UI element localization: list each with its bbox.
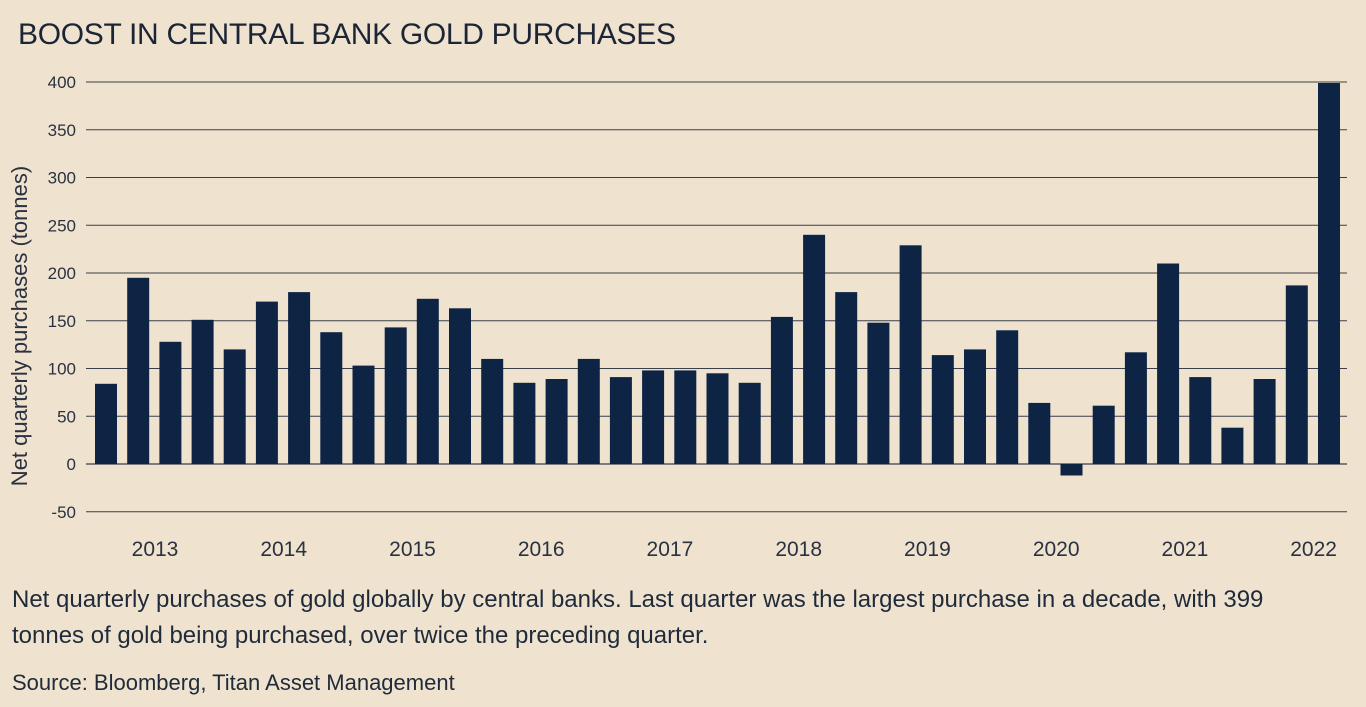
- y-tick-label: 400: [48, 73, 76, 92]
- y-tick-label: 50: [57, 407, 76, 426]
- x-tick-label: 2021: [1162, 538, 1209, 561]
- bar: 2013 Q3: 151: [191, 319, 214, 464]
- y-tick-label: 0: [67, 455, 76, 474]
- bar: 2019 Q2: 114: [931, 355, 954, 464]
- bar: 2015 Q1: 143: [384, 327, 407, 464]
- bar: 2020 Q4: 117: [1124, 352, 1147, 464]
- bar: 2014 Q4: 103: [352, 365, 375, 464]
- x-axis-labels: 2013 2014 2015 2016 2017 2018 2019 2020 2021 2022: [132, 538, 1337, 561]
- bar: 2015 Q3: 163: [449, 308, 471, 464]
- bar: 2016 Q3: 110: [577, 358, 600, 464]
- y-tick-label: 350: [48, 121, 76, 140]
- chart-caption: Net quarterly purchases of gold globally…: [12, 586, 1264, 649]
- bar: 2021 Q3: 38: [1221, 427, 1244, 464]
- bar: 2018 Q2: 240: [803, 234, 826, 464]
- bar: 2020 Q3: 61: [1092, 405, 1115, 464]
- bar: 2022 Q2: 399: [1318, 83, 1340, 464]
- y-tick-label: 100: [48, 360, 76, 379]
- bar: 2019 Q1: 229: [899, 245, 922, 464]
- bar: 2016 Q2: 89: [545, 379, 568, 464]
- bar: 2020 Q1: 64: [1028, 402, 1051, 464]
- bar: 2019 Q4: 140: [996, 330, 1019, 464]
- x-tick-label: 2014: [260, 538, 307, 561]
- bar: 2018 Q1: 154: [770, 316, 793, 464]
- y-tick-label: 250: [48, 216, 76, 235]
- bar: 2017 Q3: 95: [706, 373, 729, 464]
- x-tick-label: 2016: [518, 538, 565, 561]
- y-tick-label: -50: [51, 503, 76, 522]
- bar: 2013 Q4: 120: [223, 349, 246, 464]
- bar: 2021 Q4: 89: [1253, 379, 1276, 464]
- bar: 2018 Q3: 180: [835, 292, 858, 464]
- bar: 2021 Q1: 210: [1157, 263, 1180, 464]
- bar: 2021 Q2: 91: [1189, 377, 1212, 464]
- x-tick-label: 2019: [904, 538, 951, 561]
- bar: 2014 Q3: 138: [320, 332, 343, 464]
- x-tick-label: 2015: [389, 538, 436, 561]
- y-tick-label: 200: [48, 264, 76, 283]
- y-axis-title: Net quarterly purchases (tonnes): [7, 166, 32, 486]
- bar: 2016 Q4: 91: [609, 377, 632, 464]
- x-tick-label: 2022: [1290, 538, 1337, 561]
- bars: 2012 Q4: 84 2013 Q1: 195 2013 Q2: 128 2013 …: [95, 83, 1340, 476]
- bar: 2022 Q1: 187: [1285, 285, 1308, 464]
- bar: 2014 Q1: 170: [255, 301, 278, 464]
- bar: 2014 Q2: 180: [288, 292, 311, 464]
- bar: 2013 Q1: 195: [127, 277, 150, 464]
- bar: 2016 Q1: 85: [513, 382, 536, 464]
- bar: 2019 Q3: 120: [964, 349, 986, 464]
- bar: 2017 Q1: 98: [642, 370, 665, 464]
- x-tick-label: 2020: [1033, 538, 1080, 561]
- bar: 2017 Q4: 85: [738, 382, 761, 464]
- bar: 2012 Q4: 84: [95, 383, 117, 464]
- bar: 2013 Q2: 128: [159, 341, 182, 464]
- y-tick-label: 300: [48, 169, 76, 188]
- bar: 2015 Q4: 110: [481, 358, 504, 464]
- bar: 2018 Q4: 148: [867, 322, 890, 464]
- y-tick-label: 150: [48, 312, 76, 331]
- bar: 2015 Q2: 173: [416, 298, 439, 464]
- x-tick-label: 2017: [647, 538, 694, 561]
- bar: 2017 Q2: 98: [674, 370, 697, 464]
- y-axis-ticks: -50 0 50 100 150 200 250 300 350 400: [48, 73, 76, 522]
- bar: 2020 Q2: -12: [1060, 464, 1083, 476]
- chart-title: BOOST IN CENTRAL BANK GOLD PURCHASES: [18, 18, 676, 51]
- x-tick-label: 2013: [132, 538, 179, 561]
- x-tick-label: 2018: [775, 538, 822, 561]
- source-note: Source: Bloomberg, Titan Asset Managemen…: [12, 670, 455, 695]
